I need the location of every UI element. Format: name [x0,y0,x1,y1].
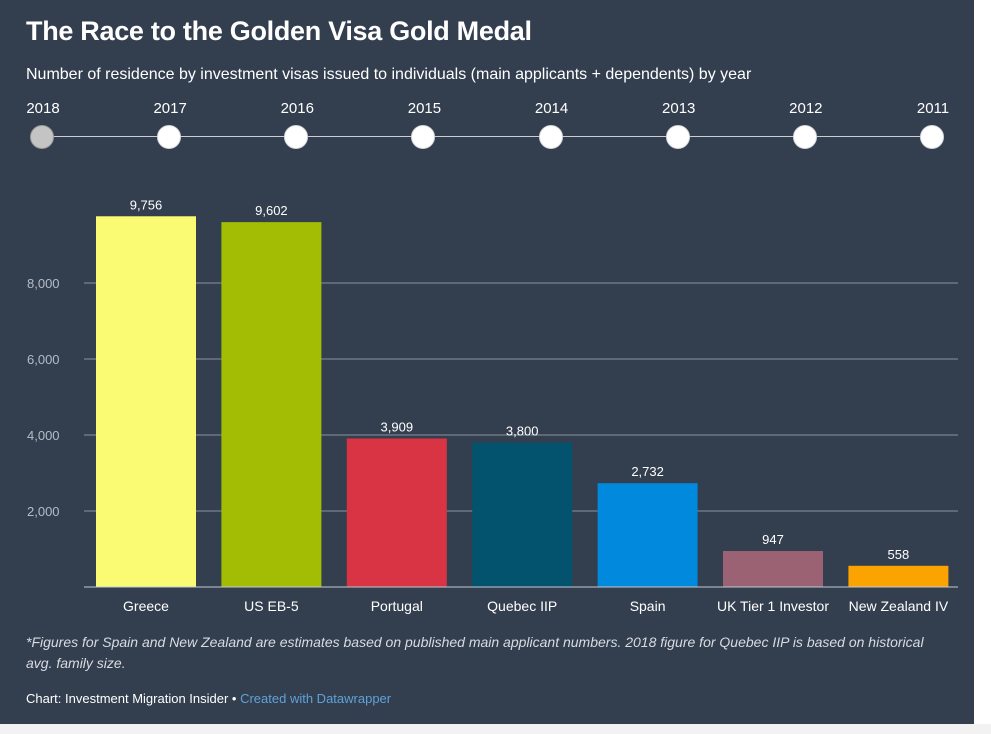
year-stop-2011[interactable]: 2011 [903,96,963,156]
year-stop-2016[interactable]: 2016 [267,96,327,156]
bar [597,483,698,587]
y-tick-label: 2,000 [27,504,60,519]
year-label: 2018 [26,100,60,117]
year-stop-2013[interactable]: 2013 [649,96,709,156]
year-stop-2012[interactable]: 2012 [776,96,836,156]
datawrapper-link[interactable]: Created with Datawrapper [240,691,392,706]
bar-value-label: 947 [762,532,784,547]
x-category-label: New Zealand IV [849,598,949,614]
credit-separator: • [228,691,241,706]
bar-value-label: 3,909 [381,419,414,434]
bar [472,442,573,587]
year-label: 2016 [280,100,314,117]
x-category-label: UK Tier 1 Investor [717,598,829,614]
year-label: 2013 [662,100,696,117]
year-dot[interactable] [792,125,817,149]
year-dot[interactable] [920,125,944,149]
credit-source: Chart: Investment Migration Insider [26,691,229,706]
footnote: *Figures for Spain and New Zealand are e… [26,634,924,671]
year-label: 2011 [916,100,950,117]
year-stop-2018[interactable]: 2018 [13,96,73,156]
x-category-label: Quebec IIP [487,598,557,614]
year-dot[interactable] [665,125,690,149]
year-stop-2017[interactable]: 2017 [140,96,200,156]
chart-panel: The Race to the Golden Visa Gold Medal N… [0,0,974,724]
x-category-label: Spain [630,598,666,614]
year-stop-2015[interactable]: 2015 [394,96,454,156]
year-dot[interactable] [411,125,436,149]
bar-value-label: 3,800 [506,424,539,439]
year-label: 2015 [407,100,442,117]
y-tick-label: 4,000 [27,428,60,443]
year-label: 2014 [534,100,569,117]
year-dot[interactable] [284,125,309,149]
page-bottom-strip [0,724,991,734]
y-tick-label: 6,000 [27,352,60,367]
x-category-label: Greece [123,598,169,614]
credit-line: Chart: Investment Migration Insider • Cr… [26,691,391,706]
bar [723,551,823,587]
bar-value-label: 558 [888,547,910,562]
timeline-track [42,136,932,137]
bar [848,565,949,587]
x-category-label: US EB-5 [244,598,299,614]
bar-value-label: 9,602 [255,203,288,218]
bar [346,438,447,587]
y-tick-label: 8,000 [27,276,60,291]
bar [96,216,196,587]
year-label: 2017 [153,100,187,117]
year-dot[interactable] [538,125,563,149]
year-timeline: 2018 2017 2016 2015 2014 2013 2012 2011 [0,96,974,156]
bar [221,222,322,587]
x-category-label: Portugal [371,598,423,614]
bar-value-label: 9,756 [130,197,163,212]
year-dot[interactable] [157,125,182,149]
bar-value-label: 2,732 [631,464,664,479]
bar-chart: 2,000 4,000 6,000 8,000 9,756 Greece 9,602 US E… [27,197,958,614]
year-label: 2012 [789,100,823,117]
year-stop-2014[interactable]: 2014 [522,96,582,156]
year-dot[interactable] [30,125,54,149]
chart-title: The Race to the Golden Visa Gold Medal [26,16,532,46]
chart-subtitle: Number of residence by investment visas … [26,66,752,83]
